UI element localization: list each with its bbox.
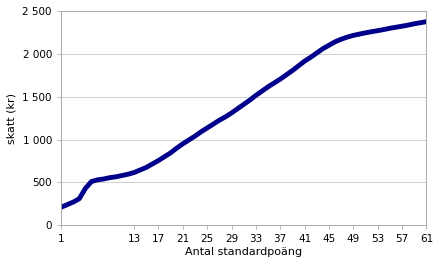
X-axis label: Antal standardpoäng: Antal standardpoäng (185, 247, 302, 257)
Y-axis label: skatt (kr): skatt (kr) (7, 93, 17, 144)
